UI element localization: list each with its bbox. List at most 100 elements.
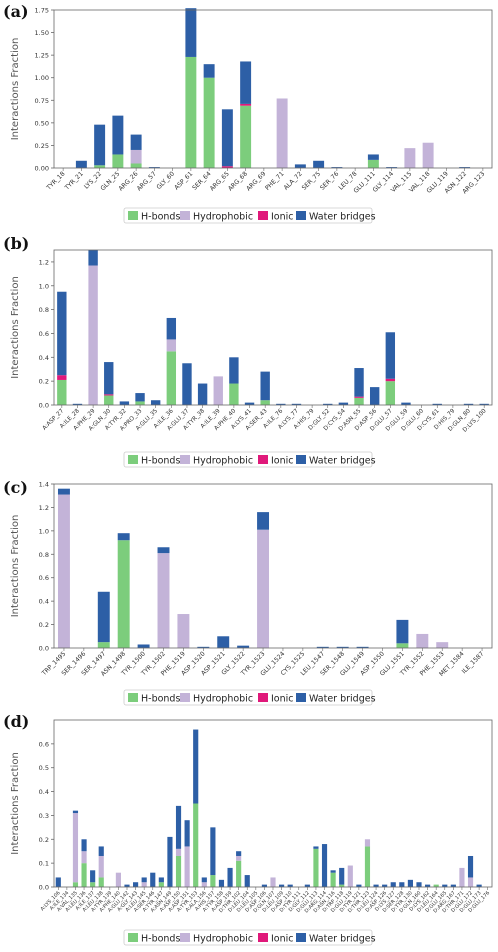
bar-segment: [240, 105, 252, 168]
bar-segment: [175, 855, 182, 887]
panel-letter-c: (c): [3, 478, 28, 497]
bar-segment: [185, 8, 197, 57]
bar-segment: [404, 148, 416, 168]
bar-segment: [201, 877, 207, 883]
y-tick-label: 0.4: [39, 598, 49, 606]
bar-segment: [218, 879, 225, 887]
bar-segment: [137, 644, 150, 648]
y-tick-label: 1.2: [39, 258, 49, 266]
bar-segment: [373, 884, 379, 887]
bar-segment: [244, 402, 255, 405]
bar-segment: [177, 614, 190, 648]
bar-segment: [339, 867, 345, 885]
bar-segment: [450, 884, 456, 887]
bar-segment: [166, 351, 177, 405]
bar-segment: [210, 827, 216, 876]
y-tick-label: 0.0: [39, 645, 49, 653]
legend-swatch: [296, 211, 306, 220]
bar-segment: [336, 646, 349, 648]
bar-segment: [385, 378, 396, 382]
bar-segment: [112, 115, 124, 155]
bar-segment: [112, 154, 124, 168]
bar-segment: [240, 103, 252, 106]
bar-segment: [338, 402, 349, 405]
y-tick-label: 1.0: [39, 282, 49, 290]
bar-segment: [158, 882, 164, 887]
bar-segment: [166, 317, 177, 340]
bar-segment: [94, 124, 106, 166]
bar-segment: [201, 882, 207, 887]
y-tick-label: 0.4: [39, 788, 49, 796]
bar-segment: [236, 860, 242, 887]
y-tick-label: 0.8: [39, 551, 49, 559]
y-axis-label: Interactions Fraction: [10, 38, 21, 141]
bar-segment: [407, 879, 413, 887]
bar-segment: [396, 619, 409, 644]
bar-segment: [130, 149, 142, 164]
bar-segment: [416, 882, 422, 887]
legend-label: Hydrophobic: [193, 456, 253, 467]
bar-segment: [425, 884, 431, 887]
x-tick-label: ILE_1587: [461, 650, 486, 675]
bar-segment: [57, 494, 70, 648]
y-tick-label: 1.2: [39, 504, 49, 512]
legend-label: H-bonds: [141, 694, 180, 705]
plot-frame: [53, 719, 493, 888]
legend-swatch: [258, 211, 268, 220]
bar-segment: [331, 167, 343, 168]
bar-segment: [459, 867, 465, 887]
y-tick-label: 1.25: [35, 52, 49, 60]
legend-label: Ionic: [271, 212, 294, 223]
bar-segment: [203, 77, 215, 168]
bar-segment: [236, 851, 242, 856]
bar-segment: [433, 884, 439, 887]
legend-swatch: [128, 693, 138, 702]
x-tick-label: SER_76: [319, 170, 340, 191]
bar-segment: [182, 363, 192, 405]
bar-segment: [167, 836, 173, 887]
bar-segment: [184, 846, 190, 887]
bar-segment: [276, 403, 286, 405]
bar-segment: [88, 250, 98, 266]
bar-segment: [135, 401, 145, 405]
bar-segment: [90, 882, 96, 887]
bar-segment: [291, 403, 302, 405]
bar-segment: [141, 882, 147, 887]
bar-segment: [356, 884, 362, 887]
bar-segment: [401, 402, 411, 405]
bar-segment: [72, 810, 79, 814]
y-tick-label: 0.3: [39, 812, 49, 820]
bar-segment: [422, 142, 434, 168]
bar-segment: [98, 846, 104, 856]
bar-segment: [184, 820, 190, 847]
bar-segment: [157, 547, 170, 554]
y-tick-label: 1.75: [35, 7, 49, 15]
legend-label: H-bonds: [141, 212, 180, 223]
bar-segment: [72, 882, 79, 887]
legend-swatch: [128, 455, 138, 464]
y-tick-label: 0.75: [35, 97, 49, 105]
legend-label: Hydrophobic: [193, 694, 253, 705]
bar-segment: [55, 877, 61, 887]
bar-segment: [257, 512, 270, 530]
bar-segment: [227, 867, 233, 887]
bar-segment: [237, 645, 250, 648]
bar-segment: [396, 643, 409, 648]
y-tick-label: 1.50: [35, 29, 49, 37]
bar-segment: [330, 872, 336, 887]
bar-segment: [463, 403, 474, 405]
bar-segment: [270, 877, 276, 887]
bar-segment: [57, 291, 67, 376]
bar-segment: [98, 855, 104, 878]
bar-segment: [261, 884, 267, 887]
bar-segment: [135, 393, 145, 402]
x-tick-label: TYR_18: [45, 170, 67, 192]
legend-label: Hydrophobic: [193, 934, 253, 945]
y-tick-label: 0.2: [39, 621, 49, 629]
legend-label: H-bonds: [141, 934, 180, 945]
bar-segment: [386, 167, 398, 168]
legend-label: H-bonds: [141, 456, 180, 467]
bar-segment: [157, 553, 170, 648]
bar-segment: [197, 383, 208, 405]
